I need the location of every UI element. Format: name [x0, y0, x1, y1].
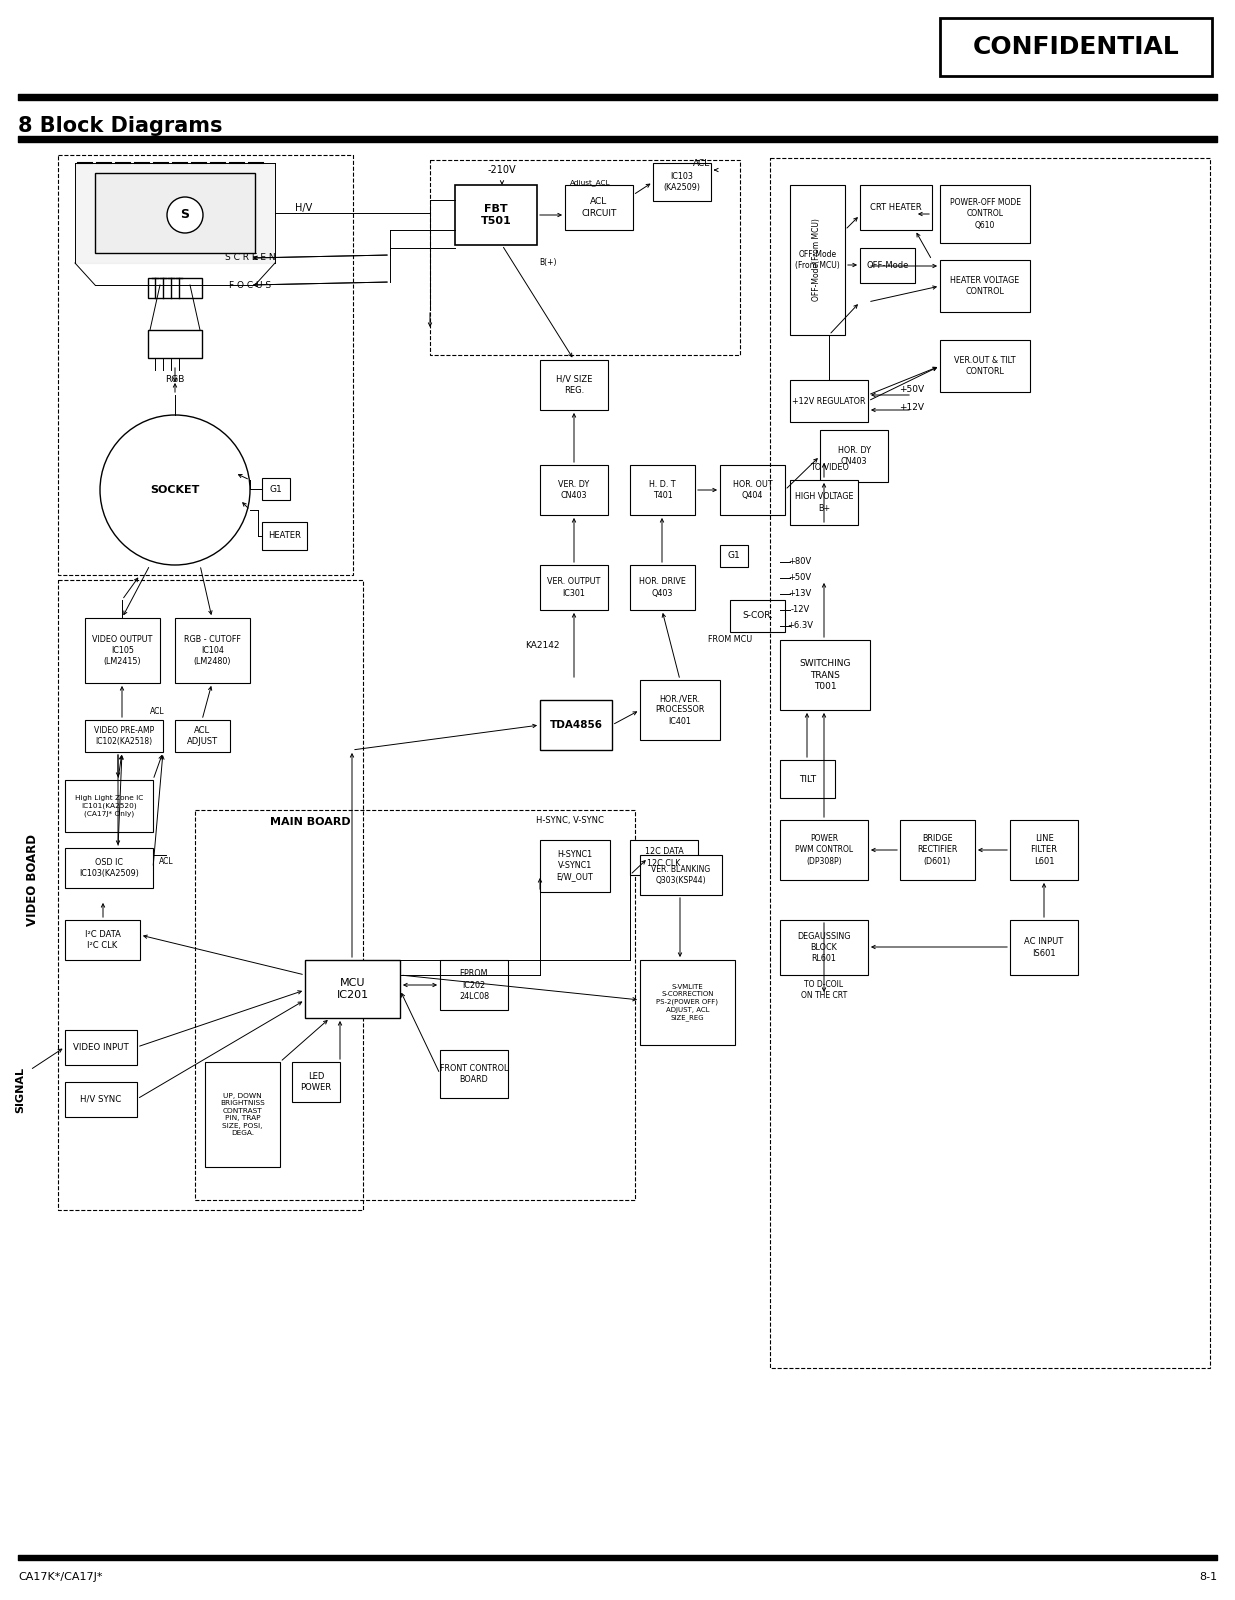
Bar — [860, 248, 915, 283]
Bar — [860, 186, 932, 230]
Bar — [940, 186, 1030, 243]
Text: HEATER VOLTAGE
CONTROL: HEATER VOLTAGE CONTROL — [951, 275, 1020, 296]
Text: +80V: +80V — [788, 557, 811, 566]
Bar — [540, 360, 608, 410]
Text: MCU
IC201: MCU IC201 — [336, 978, 368, 1000]
Text: G1: G1 — [727, 552, 740, 560]
Bar — [175, 720, 230, 752]
Bar — [305, 960, 400, 1018]
Bar — [790, 186, 845, 334]
Text: -12V: -12V — [790, 605, 810, 614]
Text: TDA4856: TDA4856 — [550, 720, 603, 730]
Text: TO VIDEO: TO VIDEO — [810, 464, 850, 472]
Text: SIGNAL: SIGNAL — [15, 1067, 25, 1114]
Text: OFF-Mode
(From MCU): OFF-Mode (From MCU) — [795, 250, 840, 270]
Text: H/V SYNC: H/V SYNC — [80, 1094, 121, 1104]
Text: LED
POWER: LED POWER — [300, 1072, 331, 1093]
Bar — [1010, 920, 1078, 974]
Text: FROM MCU: FROM MCU — [708, 635, 752, 645]
Text: +50V: +50V — [899, 386, 925, 395]
Text: OSD IC
IC103(KA2509): OSD IC IC103(KA2509) — [79, 858, 138, 878]
Text: HEATER: HEATER — [268, 531, 301, 541]
Bar — [820, 430, 888, 482]
Text: ACL
CIRCUIT: ACL CIRCUIT — [582, 197, 616, 218]
Bar — [540, 565, 608, 610]
Text: High Light Zone IC
IC101(KA2520)
(CA17J* Only): High Light Zone IC IC101(KA2520) (CA17J*… — [75, 795, 143, 818]
Text: EPROM
IC202
24LC08: EPROM IC202 24LC08 — [459, 970, 489, 1000]
Text: VIDEO BOARD: VIDEO BOARD — [26, 834, 38, 926]
Bar — [148, 330, 203, 358]
Bar — [781, 920, 868, 974]
Text: CA17K*/CA17J*: CA17K*/CA17J* — [19, 1571, 103, 1582]
Bar — [430, 160, 740, 355]
Text: OFF-Mode(From MCU): OFF-Mode(From MCU) — [813, 219, 821, 301]
Bar — [65, 1030, 137, 1066]
Text: ACL: ACL — [149, 707, 164, 715]
Text: CRT HEATER: CRT HEATER — [871, 203, 921, 211]
Bar — [58, 155, 353, 574]
Text: TILT: TILT — [799, 774, 816, 784]
Text: ACL: ACL — [158, 858, 173, 867]
Text: H. D. T
T401: H. D. T T401 — [650, 480, 676, 501]
Bar — [262, 522, 308, 550]
Bar — [640, 960, 735, 1045]
Text: ACL: ACL — [693, 158, 710, 168]
Text: POWER
PWM CONTROL
(DP308P): POWER PWM CONTROL (DP308P) — [795, 835, 853, 866]
Text: 8-1: 8-1 — [1199, 1571, 1216, 1582]
Text: H/V: H/V — [295, 203, 312, 213]
Bar — [940, 259, 1030, 312]
Text: +6.3V: +6.3V — [787, 621, 813, 630]
Bar — [205, 1062, 280, 1166]
Text: VIDEO OUTPUT
IC105
(LM2415): VIDEO OUTPUT IC105 (LM2415) — [93, 635, 153, 666]
Bar — [640, 854, 722, 894]
Bar — [440, 1050, 508, 1098]
Bar — [148, 278, 203, 298]
Text: I²C DATA
I²C CLK: I²C DATA I²C CLK — [84, 930, 121, 950]
Bar — [540, 840, 610, 893]
Circle shape — [167, 197, 203, 234]
Text: S C R E E N: S C R E E N — [225, 253, 275, 262]
Text: ACL
ADJUST: ACL ADJUST — [186, 726, 219, 746]
Text: H-SYNC1
V-SYNC1
E/W_OUT: H-SYNC1 V-SYNC1 E/W_OUT — [557, 851, 593, 882]
Bar — [454, 186, 537, 245]
Text: VER.OUT & TILT
CONTORL: VER.OUT & TILT CONTORL — [955, 355, 1016, 376]
Bar — [730, 600, 785, 632]
Text: TO D-COIL
ON THE CRT: TO D-COIL ON THE CRT — [800, 979, 847, 1000]
Text: S-COR.: S-COR. — [742, 611, 773, 621]
Text: H-SYNC, V-SYNC: H-SYNC, V-SYNC — [536, 816, 604, 824]
Bar — [195, 810, 635, 1200]
Text: F O C U S: F O C U S — [228, 280, 270, 290]
Text: S: S — [180, 208, 189, 221]
Text: H/V SIZE
REG.: H/V SIZE REG. — [556, 374, 593, 395]
Bar — [65, 848, 153, 888]
Text: HOR. OUT
Q404: HOR. OUT Q404 — [732, 480, 772, 501]
Text: G1: G1 — [269, 485, 283, 493]
Bar — [85, 720, 163, 752]
Bar — [1010, 819, 1078, 880]
Text: MAIN BOARD: MAIN BOARD — [270, 818, 351, 827]
Text: UP, DOWN
BRIGHTNISS
CONTRAST
PIN, TRAP
SIZE, POSI,
DEGA.: UP, DOWN BRIGHTNISS CONTRAST PIN, TRAP S… — [220, 1093, 264, 1136]
Bar — [640, 680, 720, 739]
Text: HIGH VOLTAGE
B+: HIGH VOLTAGE B+ — [795, 493, 853, 512]
Text: HOR. DRIVE
Q403: HOR. DRIVE Q403 — [638, 578, 685, 597]
Text: VER. DY
CN403: VER. DY CN403 — [558, 480, 589, 501]
Text: +12V REGULATOR: +12V REGULATOR — [792, 397, 866, 405]
Bar — [781, 760, 835, 798]
Bar — [630, 840, 698, 875]
Text: +12V: +12V — [899, 403, 925, 413]
Text: KA2142: KA2142 — [525, 640, 559, 650]
Text: VIDEO PRE-AMP
IC102(KA2518): VIDEO PRE-AMP IC102(KA2518) — [94, 726, 154, 746]
Bar — [440, 960, 508, 1010]
Bar — [720, 466, 785, 515]
Bar — [781, 819, 868, 880]
Bar — [262, 478, 290, 499]
Text: VER. OUTPUT
IC301: VER. OUTPUT IC301 — [547, 578, 600, 597]
Bar — [65, 920, 140, 960]
Text: SOCKET: SOCKET — [151, 485, 200, 494]
Bar — [900, 819, 974, 880]
Text: RGB - CUTOFF
IC104
(LM2480): RGB - CUTOFF IC104 (LM2480) — [184, 635, 241, 666]
Text: 12C DATA
12C CLK: 12C DATA 12C CLK — [645, 848, 683, 867]
Text: S-VMLITE
S-CORRECTION
PS-2(POWER OFF)
ADJUST, ACL
SIZE_REG: S-VMLITE S-CORRECTION PS-2(POWER OFF) AD… — [657, 984, 719, 1021]
Bar — [790, 480, 858, 525]
Bar — [940, 18, 1212, 75]
